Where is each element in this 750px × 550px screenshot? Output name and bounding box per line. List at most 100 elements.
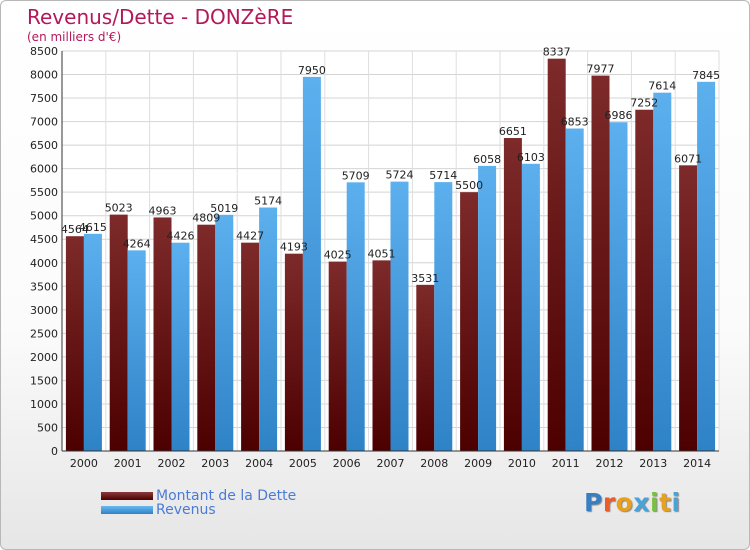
bar-debt xyxy=(284,253,303,451)
x-tick-label: 2014 xyxy=(683,457,711,470)
legend-item-revenue: Revenus xyxy=(101,502,216,518)
y-tick-label: 4500 xyxy=(30,233,58,246)
bar-debt xyxy=(328,261,347,451)
bar-debt xyxy=(109,214,128,451)
data-label-debt: 4193 xyxy=(280,241,308,254)
bar-revenue xyxy=(346,182,365,451)
bar-revenue xyxy=(697,81,716,451)
x-tick-label: 2006 xyxy=(333,457,361,470)
logo-letter: r xyxy=(602,488,616,517)
y-tick-label: 0 xyxy=(51,445,58,458)
bar-revenue xyxy=(259,207,278,451)
bar-debt xyxy=(197,224,216,451)
bar-revenue xyxy=(127,250,146,451)
axes: 0 500 1000 1500 2000 2500 3000 3500 4000 4500 5000… xyxy=(30,45,719,470)
y-tick-label: 5500 xyxy=(30,186,58,199)
x-tick-label: 2008 xyxy=(420,457,448,470)
y-tick-label: 7000 xyxy=(30,116,58,129)
x-tick-label: 2007 xyxy=(377,457,405,470)
x-tick-label: 2010 xyxy=(508,457,536,470)
data-label-debt: 8337 xyxy=(543,46,571,59)
logo-letter: o xyxy=(615,488,634,517)
y-tick-label: 7500 xyxy=(30,92,58,105)
data-label-revenue: 6986 xyxy=(605,109,633,122)
logo-letter: P xyxy=(584,488,603,517)
logo-letter: x xyxy=(633,488,650,517)
bar-debt xyxy=(153,217,172,451)
data-label-revenue: 7614 xyxy=(648,80,676,93)
y-tick-label: 2500 xyxy=(30,327,58,340)
bar-debt xyxy=(372,260,391,451)
y-tick-label: 4000 xyxy=(30,257,58,270)
y-tick-label: 500 xyxy=(37,421,58,434)
x-tick-label: 2003 xyxy=(201,457,229,470)
legend-label-debt: Montant de la Dette xyxy=(156,488,297,504)
bar-debt xyxy=(460,192,479,452)
bar-revenue xyxy=(653,92,672,451)
bar-debt xyxy=(679,165,698,451)
y-tick-label: 5000 xyxy=(30,210,58,223)
logo-letter: t xyxy=(659,488,672,517)
legend-swatch-revenue xyxy=(101,506,153,514)
bar-revenue xyxy=(171,242,190,451)
y-tick-label: 1500 xyxy=(30,374,58,387)
x-tick-label: 2002 xyxy=(158,457,186,470)
logo-letter: i xyxy=(650,488,660,517)
data-label-debt: 5023 xyxy=(105,202,133,215)
y-tick-label: 2000 xyxy=(30,351,58,364)
data-label-revenue: 5714 xyxy=(429,169,457,182)
data-label-debt: 7252 xyxy=(630,97,658,110)
bar-revenue xyxy=(83,233,102,451)
data-label-debt: 4963 xyxy=(149,204,177,217)
x-tick-label: 2013 xyxy=(639,457,667,470)
legend-swatch-debt xyxy=(101,492,153,500)
data-label-debt: 4564 xyxy=(61,223,89,236)
data-label-revenue: 4615 xyxy=(79,221,107,234)
data-label-debt: 4809 xyxy=(192,212,220,225)
data-label-revenue: 5724 xyxy=(386,169,414,182)
x-tick-label: 2009 xyxy=(464,457,492,470)
x-tick-label: 2001 xyxy=(114,457,142,470)
data-label-revenue: 6103 xyxy=(517,151,545,164)
data-label-debt: 3531 xyxy=(411,272,439,285)
x-tick-label: 2011 xyxy=(552,457,580,470)
data-label-debt: 4025 xyxy=(324,249,352,262)
legend-item-debt: Montant de la Dette xyxy=(101,488,296,504)
data-label-debt: 4427 xyxy=(236,230,264,243)
bar-revenue xyxy=(302,76,321,451)
data-label-revenue: 4264 xyxy=(123,237,151,250)
bar-revenue xyxy=(521,163,540,452)
x-tick-label: 2005 xyxy=(289,457,317,470)
x-tick-label: 2004 xyxy=(245,457,273,470)
bar-debt xyxy=(241,242,260,451)
bars xyxy=(65,58,716,452)
legend-label-revenue: Revenus xyxy=(156,502,216,518)
bar-revenue xyxy=(390,181,409,451)
chart-title: Revenus/Dette - DONZèRE xyxy=(27,5,294,29)
y-tick-label: 3500 xyxy=(30,280,58,293)
bar-debt xyxy=(547,58,566,451)
bar-revenue xyxy=(434,182,453,451)
logo-letter: i xyxy=(671,488,681,517)
data-label-revenue: 7950 xyxy=(298,64,326,77)
bar-debt xyxy=(591,75,610,452)
chart-subtitle: (en milliers d'€) xyxy=(27,30,122,44)
data-label-revenue: 6853 xyxy=(561,116,589,129)
y-tick-label: 3000 xyxy=(30,304,58,317)
data-label-debt: 4051 xyxy=(368,247,396,260)
data-label-revenue: 5174 xyxy=(254,195,282,208)
data-label-revenue: 5019 xyxy=(210,202,238,215)
bar-debt xyxy=(635,109,654,452)
bar-debt xyxy=(65,236,84,451)
data-label-debt: 5500 xyxy=(455,179,483,192)
bar-revenue xyxy=(609,122,628,451)
x-tick-label: 2000 xyxy=(70,457,98,470)
data-label-debt: 6651 xyxy=(499,125,527,138)
data-label-revenue: 7845 xyxy=(692,69,720,82)
bar-revenue xyxy=(478,165,497,451)
y-tick-label: 8500 xyxy=(30,45,58,58)
y-tick-label: 1000 xyxy=(30,398,58,411)
